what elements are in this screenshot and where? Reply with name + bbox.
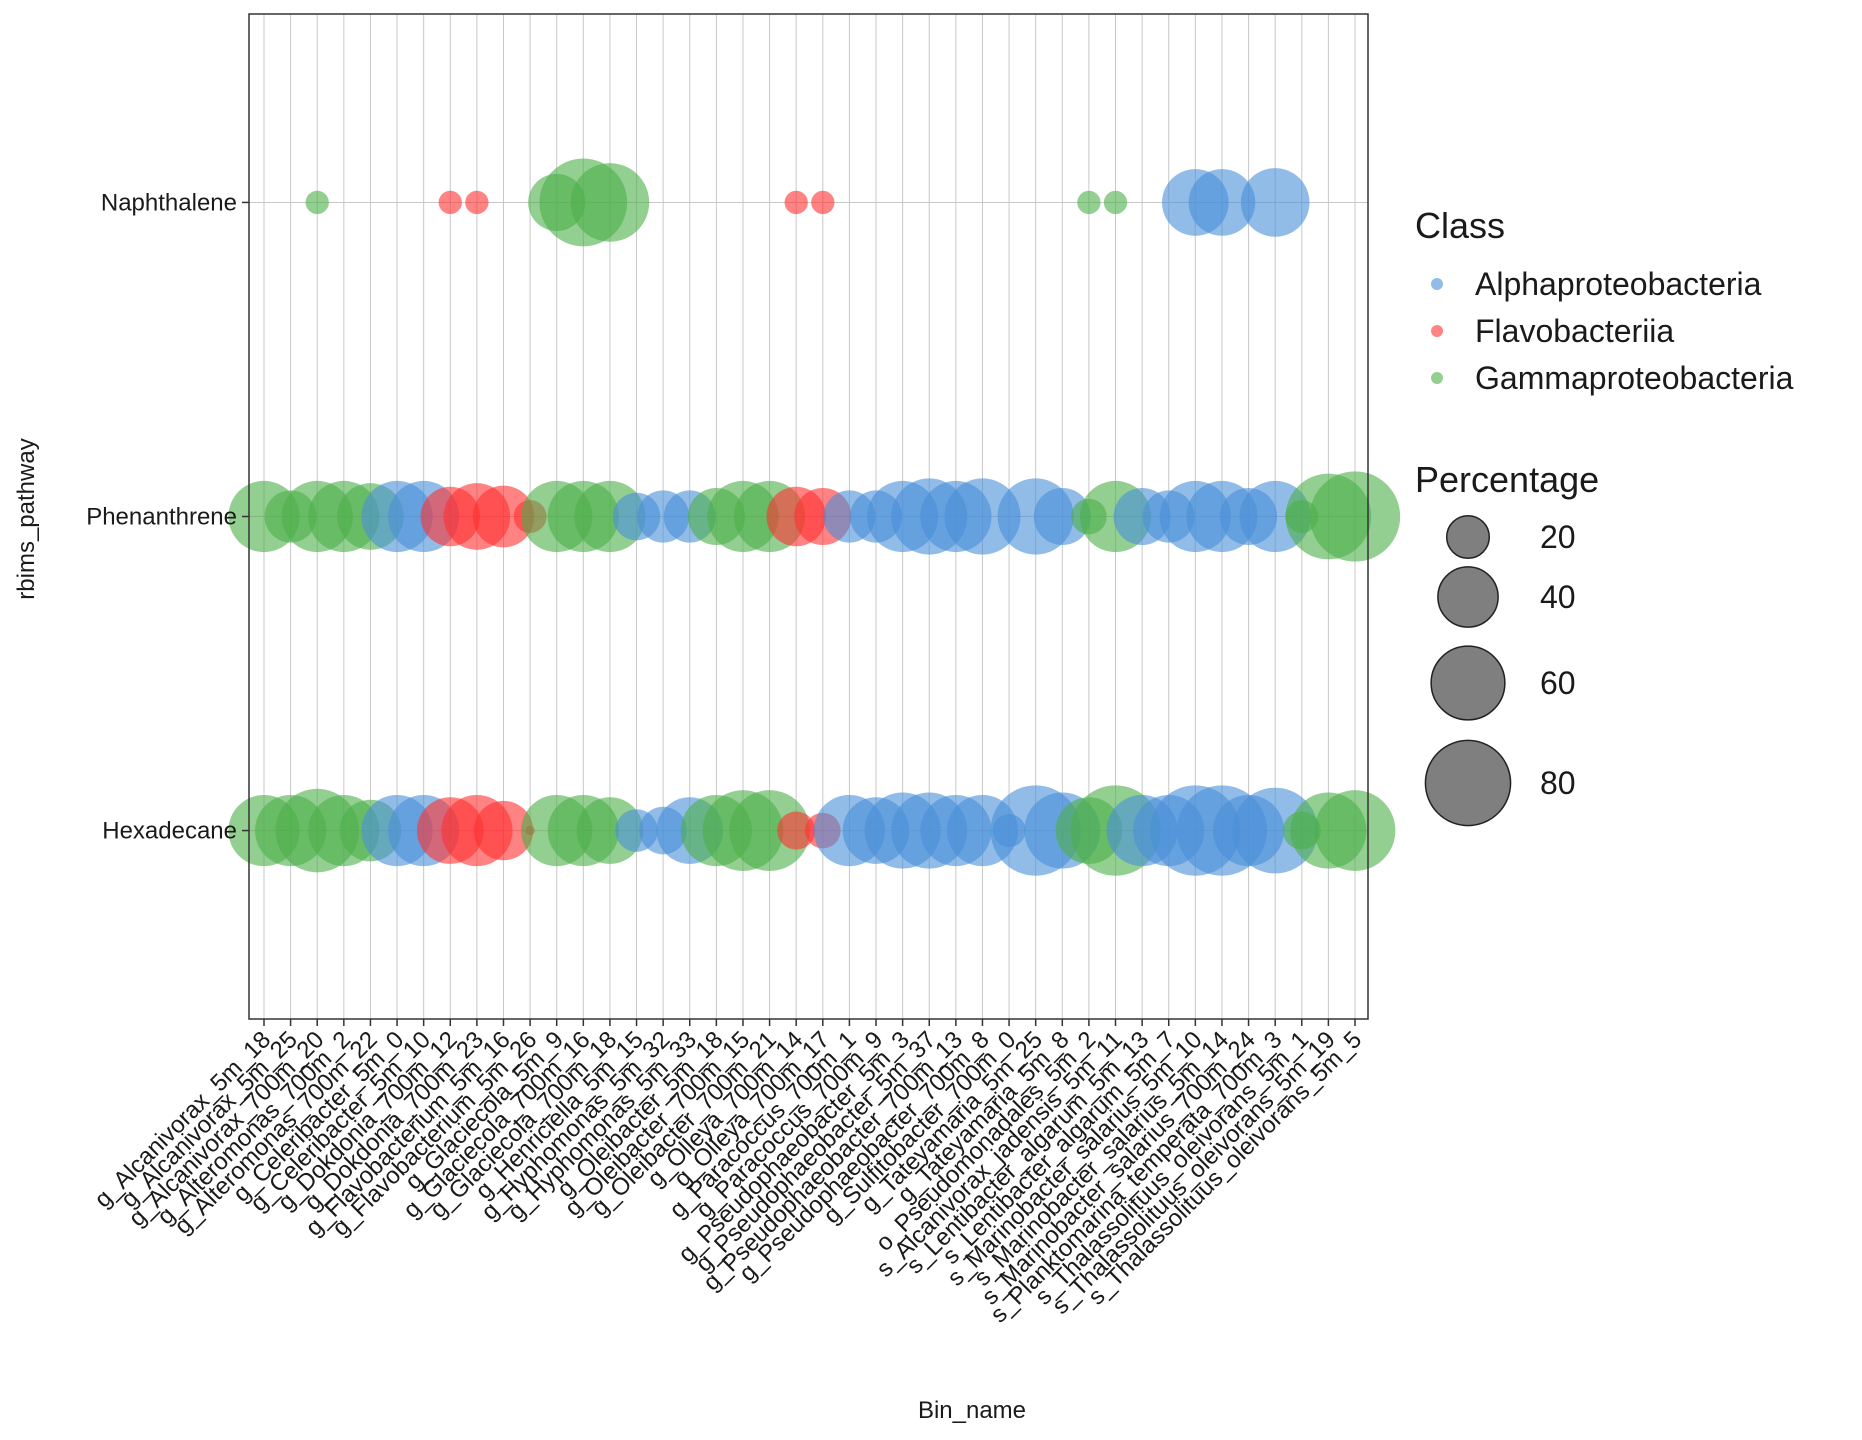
size-legend-marker: [1430, 645, 1506, 721]
size-legend-label: 80: [1540, 765, 1576, 801]
bubble: [473, 800, 534, 861]
size-legend-marker: [1445, 514, 1491, 560]
legend-label: Alphaproteobacteria: [1475, 266, 1762, 302]
bubble: [1188, 169, 1256, 236]
size-legend-label: 40: [1540, 579, 1576, 615]
legend-marker: [1431, 278, 1443, 290]
bubble: [944, 478, 1021, 555]
size-legend-label: 60: [1540, 665, 1576, 701]
bubble: [1240, 168, 1310, 237]
legend-marker: [1431, 372, 1443, 384]
size-legend-marker: [1437, 566, 1499, 628]
bubble: [472, 485, 535, 548]
size-legend-title: Percentage: [1415, 459, 1599, 500]
bubble: [777, 811, 816, 850]
bubble: [438, 190, 462, 215]
bubble: [1103, 190, 1128, 215]
legend-label: Gammaproteobacteria: [1475, 360, 1794, 396]
bubble: [784, 190, 808, 215]
bubble: [570, 163, 650, 242]
bubble: [729, 790, 810, 871]
bubble: [1077, 190, 1101, 215]
y-axis-title: rbims_pathway: [13, 438, 40, 599]
y-tick-label: Naphthalene: [101, 189, 237, 216]
size-legend-label: 20: [1540, 519, 1576, 555]
x-axis-title: Bin_name: [918, 1397, 1026, 1424]
legend-title: Class: [1415, 205, 1505, 246]
bubble: [1314, 790, 1396, 871]
legend-marker: [1431, 325, 1443, 337]
bubble: [465, 190, 489, 215]
bubble: [1033, 487, 1091, 546]
bubble: [811, 190, 835, 215]
bubble: [305, 190, 329, 215]
y-tick-label: Phenanthrene: [86, 504, 237, 531]
bubble: [1232, 787, 1319, 874]
y-tick-label: Hexadecane: [102, 818, 237, 845]
size-legend-marker: [1424, 739, 1512, 827]
bubble: [1309, 471, 1401, 562]
legend-label: Flavobacteriia: [1475, 313, 1674, 349]
